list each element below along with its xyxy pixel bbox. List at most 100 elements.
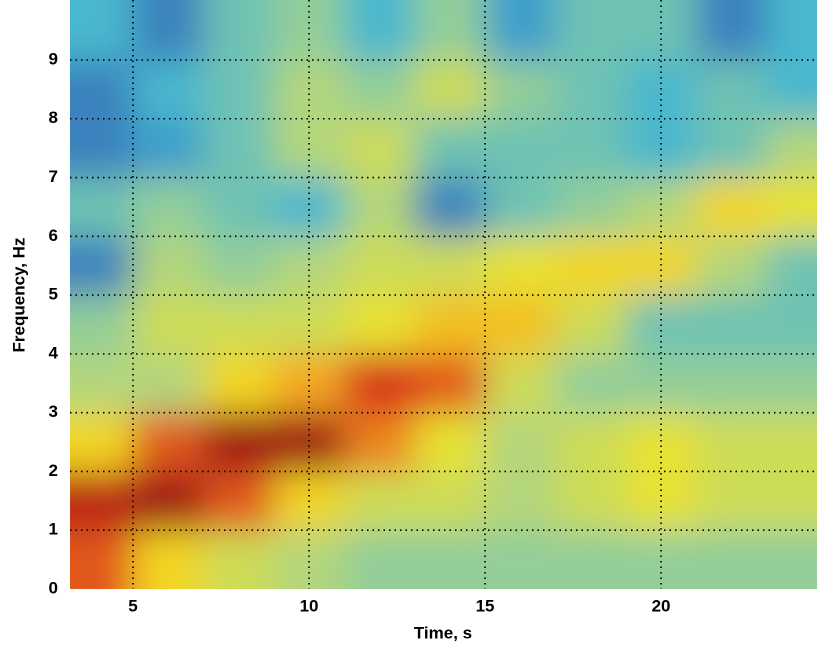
heatmap-cell	[203, 118, 275, 179]
axes: 5 10 15 20 0 1 2 3 4 5 6 7 8 9	[49, 0, 817, 615]
y-tick-label: 5	[49, 285, 58, 304]
heatmap-cell	[766, 118, 817, 179]
heatmap-cell	[344, 59, 416, 120]
heatmap-cell	[203, 471, 275, 531]
heatmap-cell	[133, 295, 204, 355]
heatmap-cell	[625, 177, 697, 237]
heatmap-cell	[133, 471, 204, 531]
heatmap-cell	[696, 0, 768, 61]
y-tick-label: 2	[49, 461, 58, 480]
heatmap-cell	[273, 353, 345, 414]
heatmap-cell	[344, 177, 416, 237]
heatmap-cell	[485, 353, 556, 414]
heatmap-cell	[344, 236, 416, 296]
heatmap-cell	[133, 59, 204, 120]
heatmap-cell	[555, 471, 627, 531]
y-tick-label: 1	[49, 520, 58, 539]
heatmap-cell	[414, 177, 486, 237]
heatmap-cell	[273, 118, 345, 179]
heatmap-cell	[485, 295, 556, 355]
heatmap-cell	[70, 236, 134, 296]
heatmap-cell	[133, 0, 204, 61]
x-tick-label: 15	[476, 596, 495, 615]
heatmap-cell	[344, 471, 416, 531]
heatmap-cell	[133, 118, 204, 179]
heatmap-cell	[70, 177, 134, 237]
heatmap-cell	[625, 59, 697, 120]
heatmap-cell	[555, 0, 627, 61]
heatmap-cell	[203, 353, 275, 414]
heatmap-cell	[485, 530, 556, 589]
heatmap-cell	[344, 118, 416, 179]
heatmap-cell	[133, 236, 204, 296]
heatmap-cell	[766, 0, 817, 61]
plot-area	[70, 0, 817, 589]
heatmap-cell	[625, 236, 697, 296]
heatmap-cell	[414, 353, 486, 414]
heatmap-cell	[696, 59, 768, 120]
heatmap-cell	[696, 353, 768, 414]
heatmap-cell	[625, 0, 697, 61]
heatmap-cell	[133, 353, 204, 414]
heatmap-cell	[70, 412, 134, 472]
heatmap-cell	[414, 412, 486, 472]
heatmap-cell	[203, 530, 275, 589]
heatmap-cell	[766, 177, 817, 237]
heatmap-cell	[70, 471, 134, 531]
heatmap-cell	[485, 177, 556, 237]
heatmap-cell	[485, 236, 556, 296]
heatmap-cell	[203, 59, 275, 120]
heatmap-cell	[273, 59, 345, 120]
heatmap-cell	[273, 177, 345, 237]
heatmap-cell	[485, 471, 556, 531]
heatmap-cell	[555, 295, 627, 355]
heatmap-cell	[70, 353, 134, 414]
heatmap-cell	[203, 236, 275, 296]
heatmap-cell	[696, 530, 768, 589]
heatmap-cell	[70, 295, 134, 355]
heatmap-cell	[203, 295, 275, 355]
heatmap-cell	[555, 177, 627, 237]
heatmap-cell	[625, 353, 697, 414]
heatmap-cell	[555, 530, 627, 589]
y-tick-label: 9	[49, 49, 58, 68]
heatmap-cell	[414, 236, 486, 296]
heatmap-cell	[70, 118, 134, 179]
heatmap-cell	[70, 0, 134, 61]
heatmap-cell	[414, 59, 486, 120]
heatmap-cell	[766, 471, 817, 531]
heatmap-cell	[485, 412, 556, 472]
heatmap-cell	[696, 118, 768, 179]
heatmap-cell	[555, 59, 627, 120]
heatmap-cell	[766, 59, 817, 120]
heatmap-cell	[70, 530, 134, 589]
heatmap-cell	[414, 295, 486, 355]
heatmap-cell	[485, 59, 556, 120]
heatmap	[70, 0, 817, 589]
heatmap-cell	[133, 412, 204, 472]
heatmap-cell	[766, 530, 817, 589]
heatmap-cell	[414, 0, 486, 61]
heatmap-cell	[273, 530, 345, 589]
x-axis-label: Time, s	[414, 623, 472, 642]
heatmap-cell	[485, 118, 556, 179]
heatmap-cell	[555, 118, 627, 179]
heatmap-cell	[344, 530, 416, 589]
heatmap-cell	[344, 412, 416, 472]
heatmap-cell	[485, 0, 556, 61]
x-tick-label: 10	[300, 596, 319, 615]
heatmap-cell	[414, 530, 486, 589]
y-tick-label: 7	[49, 167, 58, 186]
heatmap-cell	[696, 177, 768, 237]
y-tick-label: 0	[49, 578, 58, 597]
x-tick-label: 5	[128, 596, 137, 615]
heatmap-cell	[696, 236, 768, 296]
heatmap-cell	[203, 177, 275, 237]
heatmap-cell	[696, 471, 768, 531]
y-tick-label: 3	[49, 402, 58, 421]
heatmap-cell	[203, 0, 275, 61]
heatmap-cell	[555, 236, 627, 296]
heatmap-cell	[133, 530, 204, 589]
heatmap-cell	[70, 59, 134, 120]
